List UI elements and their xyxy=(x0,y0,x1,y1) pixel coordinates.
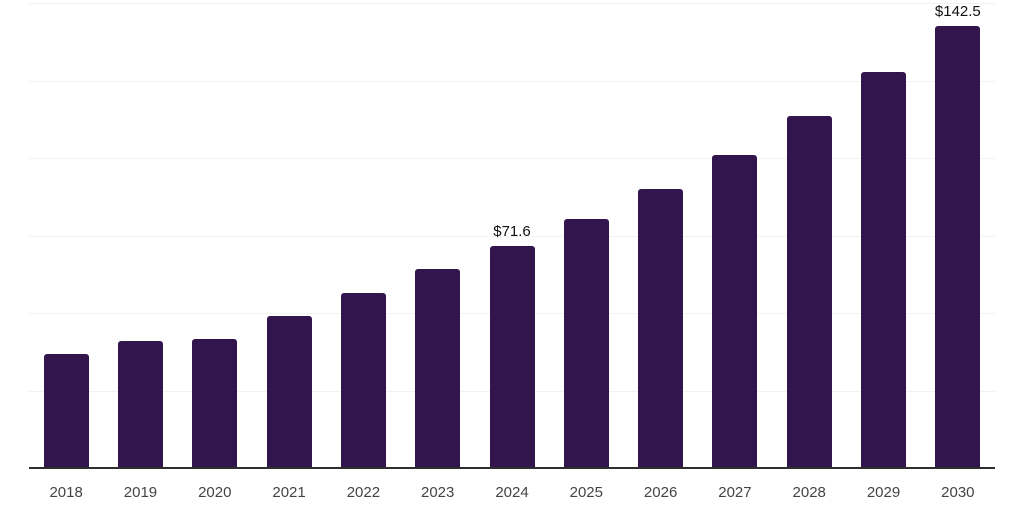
x-tick-2021: 2021 xyxy=(272,484,306,501)
x-tick-2024: 2024 xyxy=(495,484,529,501)
x-tick-2019: 2019 xyxy=(123,484,158,501)
x-tick-2026: 2026 xyxy=(643,484,678,501)
x-tick-2018: 2018 xyxy=(49,484,83,501)
x-tick-2029: 2029 xyxy=(866,484,901,501)
gridline-75 xyxy=(29,235,995,237)
gridline-125 xyxy=(29,80,995,82)
bar-2018 xyxy=(43,354,89,468)
bar-2023 xyxy=(415,269,461,468)
bar-2024 xyxy=(489,246,535,468)
x-tick-2020: 2020 xyxy=(198,484,232,501)
x-tick-2022: 2022 xyxy=(346,484,381,501)
bar-2021 xyxy=(266,316,312,468)
bar-2028 xyxy=(786,115,832,468)
x-tick-2023: 2023 xyxy=(421,484,455,501)
x-tick-2030: 2030 xyxy=(941,484,975,501)
bar-2026 xyxy=(638,188,684,468)
bar-2030 xyxy=(935,26,981,468)
bar-2022 xyxy=(340,292,386,468)
gridline-150 xyxy=(29,3,995,4)
data-label-2030: $142.5 xyxy=(934,3,981,21)
bar-2029 xyxy=(861,72,907,468)
gridline-100 xyxy=(29,158,995,159)
bar-2025 xyxy=(563,218,609,468)
data-label-2024: $71.6 xyxy=(493,223,531,241)
x-tick-2027: 2027 xyxy=(718,484,752,501)
x-tick-2025: 2025 xyxy=(569,484,603,501)
bar-2020 xyxy=(192,339,238,468)
bar-2019 xyxy=(117,341,163,468)
bar-2027 xyxy=(712,154,758,468)
x-axis-line xyxy=(29,467,995,469)
x-tick-2028: 2028 xyxy=(792,484,826,501)
